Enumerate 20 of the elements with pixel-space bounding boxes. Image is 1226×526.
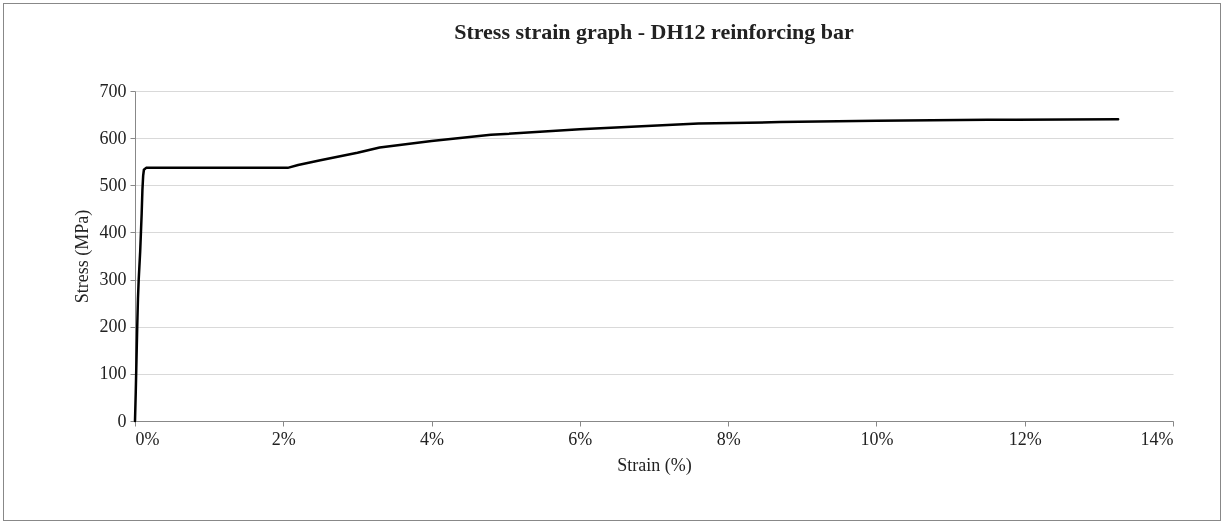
y-tick-label: 600 [99,127,127,148]
y-tick-label: 0 [117,410,127,431]
y-axis-title: Stress (MPa) [71,209,93,304]
x-tick-label: 10% [860,428,894,449]
x-tick-label: 4% [420,428,445,449]
y-tick-label: 400 [99,221,127,242]
y-tick-label: 300 [99,269,127,290]
x-tick-label: 8% [716,428,741,449]
x-tick-label: 14% [1140,428,1174,449]
y-tick-label: 200 [99,316,127,337]
x-tick-label: 6% [568,428,593,449]
line-series [133,118,1120,423]
x-axis-title: Strain (%) [617,454,692,476]
x-tick-label: 2% [271,428,296,449]
y-tick-label: 700 [99,80,127,101]
y-tick-label: 500 [99,174,127,195]
x-tick-label: 0% [135,428,160,449]
y-tick-label: 100 [99,363,127,384]
x-tick-label: 12% [1008,428,1042,449]
chart-title: Stress strain graph - DH12 reinforcing bar [454,19,855,44]
